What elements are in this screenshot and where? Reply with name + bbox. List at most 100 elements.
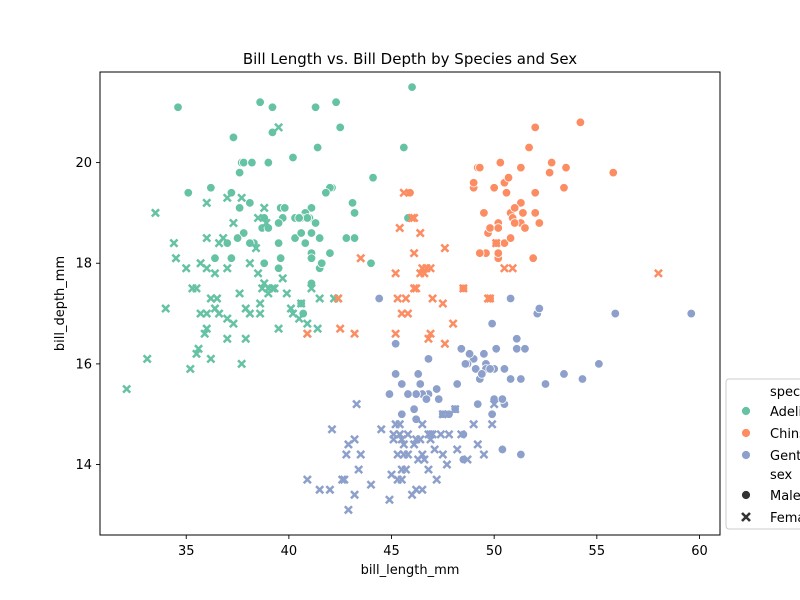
point-adelie-male	[267, 102, 278, 112]
point-gentoo-male	[458, 429, 469, 440]
point-adelie-female	[222, 334, 232, 344]
point-gentoo-female	[302, 475, 312, 485]
point-adelie-female	[228, 218, 238, 228]
point-gentoo-female	[450, 404, 460, 414]
point-chinstrap-female	[485, 293, 495, 303]
point-gentoo-female	[413, 455, 423, 464]
point-adelie-male	[247, 157, 257, 168]
point-chinstrap-male	[524, 142, 534, 153]
point-adelie-male	[300, 238, 310, 248]
point-gentoo-male	[485, 364, 495, 374]
legend-marker-female	[741, 512, 751, 522]
legend-marker-male	[741, 490, 751, 500]
point-adelie-female	[270, 283, 279, 293]
point-adelie-male	[273, 218, 284, 228]
x-tick-label: 60	[691, 544, 708, 559]
point-gentoo-male	[390, 339, 401, 349]
point-adelie-female	[222, 193, 232, 203]
point-chinstrap-female	[393, 293, 403, 303]
point-gentoo-female	[442, 460, 452, 470]
point-chinstrap-female	[350, 329, 360, 339]
point-gentoo-female	[341, 449, 351, 459]
point-adelie-female	[192, 349, 201, 359]
point-adelie-female	[313, 324, 323, 334]
point-adelie-female	[253, 213, 263, 223]
point-adelie-male	[368, 172, 378, 183]
point-adelie-female	[206, 293, 216, 303]
point-adelie-male	[347, 198, 358, 208]
point-chinstrap-female	[409, 213, 419, 223]
point-adelie-male	[234, 167, 245, 178]
point-gentoo-male	[384, 389, 395, 399]
point-adelie-female	[261, 218, 271, 228]
point-adelie-male	[239, 157, 249, 168]
point-gentoo-female	[423, 465, 433, 475]
point-gentoo-male	[499, 364, 510, 374]
point-chinstrap-male	[561, 162, 571, 173]
point-chinstrap-male	[520, 223, 530, 233]
point-adelie-female	[169, 238, 179, 248]
point-chinstrap-male	[479, 208, 489, 218]
point-adelie-male	[306, 253, 317, 263]
point-gentoo-female	[395, 419, 405, 429]
point-adelie-female	[202, 309, 212, 319]
point-adelie-female	[185, 364, 195, 374]
point-adelie-female	[235, 288, 245, 298]
point-chinstrap-male	[468, 178, 479, 188]
point-gentoo-male	[470, 364, 481, 374]
y-axis: 14 16 18 20	[75, 156, 100, 473]
point-gentoo-female	[436, 429, 446, 439]
point-gentoo-male	[497, 444, 508, 455]
point-chinstrap-female	[428, 293, 438, 303]
point-chinstrap-female	[440, 339, 450, 349]
point-chinstrap-male	[546, 157, 557, 168]
point-chinstrap-female	[409, 248, 419, 258]
point-adelie-male	[314, 233, 325, 243]
point-adelie-female	[267, 283, 277, 293]
point-chinstrap-male	[475, 248, 485, 258]
point-gentoo-male	[464, 349, 475, 359]
y-tick-label: 14	[75, 458, 92, 473]
point-adelie-male	[173, 102, 183, 112]
legend-marker-chinstrap	[741, 428, 751, 438]
point-chinstrap-male	[544, 167, 555, 178]
point-adelie-female	[181, 263, 191, 273]
point-chinstrap-male	[493, 223, 503, 233]
y-axis-label: bill_depth_mm	[53, 256, 68, 351]
legend-label-chinstrap: Chinstrap	[770, 427, 800, 442]
point-adelie-male	[341, 233, 352, 243]
point-adelie-male	[325, 248, 335, 258]
point-gentoo-male	[505, 293, 516, 304]
point-chinstrap-female	[508, 263, 518, 273]
point-gentoo-female	[403, 449, 413, 459]
point-adelie-male	[296, 228, 306, 238]
point-adelie-female	[206, 354, 216, 364]
point-gentoo-male	[397, 409, 407, 419]
point-gentoo-male	[423, 354, 434, 364]
point-gentoo-female	[438, 449, 448, 459]
point-gentoo-male	[473, 399, 483, 409]
point-chinstrap-female	[335, 324, 345, 334]
point-adelie-male	[273, 263, 284, 273]
point-adelie-female	[202, 198, 212, 208]
point-chinstrap-male	[530, 188, 540, 198]
y-tick-label: 18	[75, 257, 92, 272]
point-gentoo-male	[610, 308, 620, 319]
point-gentoo-female	[426, 434, 436, 444]
point-adelie-male	[294, 213, 304, 223]
point-gentoo-female	[469, 419, 479, 429]
point-gentoo-male	[390, 369, 401, 379]
point-chinstrap-female	[401, 293, 411, 303]
point-chinstrap-male	[534, 218, 545, 228]
x-tick-label: 50	[486, 544, 503, 559]
point-chinstrap-female	[653, 268, 663, 278]
point-adelie-female	[255, 309, 265, 319]
point-adelie-male	[349, 208, 360, 218]
point-chinstrap-male	[485, 223, 495, 233]
point-gentoo-female	[350, 490, 360, 500]
point-gentoo-female	[395, 429, 405, 439]
point-chinstrap-male	[475, 162, 485, 173]
plot-area-frame	[99, 71, 721, 536]
legend-hue-title: species	[770, 385, 800, 400]
point-gentoo-male	[409, 404, 419, 414]
